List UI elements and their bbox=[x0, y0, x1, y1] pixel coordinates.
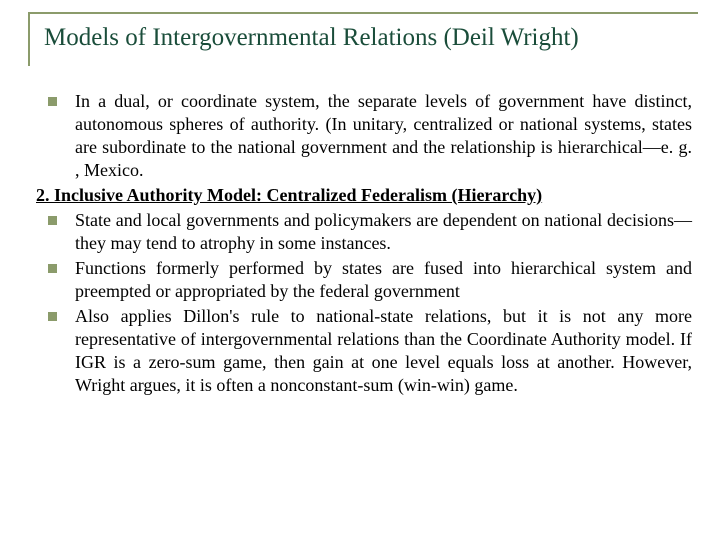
slide-container: Models of Intergovernmental Relations (D… bbox=[0, 0, 720, 540]
bullet-item: State and local governments and policyma… bbox=[36, 209, 692, 255]
square-bullet-icon bbox=[48, 264, 57, 273]
title-border-wrap: Models of Intergovernmental Relations (D… bbox=[28, 12, 698, 66]
bullet-text: Functions formerly performed by states a… bbox=[75, 257, 692, 303]
bullet-text: Also applies Dillon's rule to national-s… bbox=[75, 305, 692, 397]
slide-body: In a dual, or coordinate system, the sep… bbox=[22, 90, 698, 397]
square-bullet-icon bbox=[48, 97, 57, 106]
bullet-item: In a dual, or coordinate system, the sep… bbox=[36, 90, 692, 182]
square-bullet-icon bbox=[48, 216, 57, 225]
section-heading-row: 2. Inclusive Authority Model: Centralize… bbox=[36, 184, 692, 207]
slide-title: Models of Intergovernmental Relations (D… bbox=[44, 24, 698, 52]
bullet-text: State and local governments and policyma… bbox=[75, 209, 692, 255]
section-heading: 2. Inclusive Authority Model: Centralize… bbox=[36, 185, 542, 205]
square-bullet-icon bbox=[48, 312, 57, 321]
bullet-item: Functions formerly performed by states a… bbox=[36, 257, 692, 303]
bullet-item: Also applies Dillon's rule to national-s… bbox=[36, 305, 692, 397]
bullet-text: In a dual, or coordinate system, the sep… bbox=[75, 90, 692, 182]
